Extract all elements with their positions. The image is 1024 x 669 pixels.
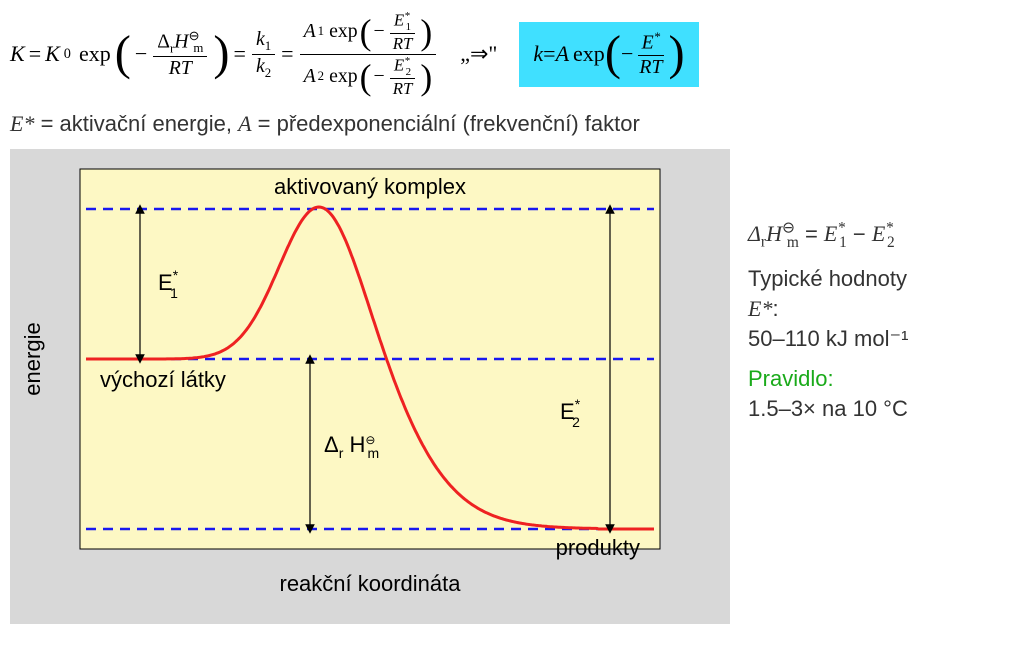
RT: RT	[165, 57, 196, 80]
def-A: A	[238, 111, 251, 136]
lower-row: aktivovaný komplex výchozí látky produkty E…	[10, 149, 1014, 624]
definition-line: E* = aktivační energie, A = předexponenc…	[10, 111, 1014, 137]
A2sub: 2	[318, 69, 324, 84]
s-eq: =	[799, 221, 824, 246]
equation-row: K = K0 exp ( − ΔrH⊖m RT ) = k1 k2 = A1 e…	[10, 10, 1014, 99]
typical-Estar: E*:	[748, 296, 1014, 322]
lparen-1: (	[115, 35, 131, 74]
s-min: −	[847, 221, 872, 246]
exp-d: exp	[329, 65, 358, 88]
RTd: RT	[389, 79, 417, 99]
lp-h: (	[605, 35, 621, 74]
frac-dH-RT: ΔrH⊖m RT	[153, 29, 207, 81]
rp-n: )	[420, 18, 432, 47]
A-var: A	[556, 41, 569, 67]
var-K0: K	[45, 41, 60, 67]
exp-1: exp	[79, 41, 111, 67]
lp-d: (	[360, 63, 372, 92]
svg-text:Δr H⊖m: Δr H⊖m	[324, 432, 379, 461]
k1sub: 1	[265, 39, 271, 53]
s-m: m	[787, 234, 799, 251]
k-var: k	[533, 41, 543, 67]
arrhenius-box: k = A exp ( − E* RT )	[519, 22, 698, 87]
svg-text:produkty: produkty	[556, 535, 640, 560]
sE2: E	[872, 221, 885, 246]
RTn: RT	[389, 34, 417, 54]
A1sub: 1	[318, 24, 324, 39]
min-d: −	[374, 65, 385, 88]
energy-diagram: aktivovaný komplexvýchozí látkyproduktyE…	[10, 149, 730, 624]
s-delta: Δ	[748, 221, 761, 246]
delta: Δ	[157, 30, 170, 52]
rp-d: )	[420, 63, 432, 92]
arrow-quote: „⇒"	[460, 41, 497, 67]
lp-n: (	[360, 18, 372, 47]
equals-3: =	[281, 41, 293, 67]
def-t1: = aktivační energie,	[34, 111, 238, 136]
typ-colon: :	[772, 296, 778, 321]
frac-A1A2: A1 exp ( − E*1 RT ) A2 exp ( − E*2 RT	[300, 10, 437, 99]
rp-h: )	[668, 35, 684, 74]
frac-ERT: E* RT	[635, 30, 666, 79]
eq-h: =	[543, 41, 555, 67]
k1: k	[256, 28, 265, 50]
Eh: E	[642, 32, 654, 54]
k2sub: 2	[265, 66, 271, 80]
svg-text:energie: energie	[20, 322, 45, 395]
s-H: H	[766, 221, 782, 246]
diagram-svg: aktivovaný komplexvýchozí látkyproduktyE…	[10, 149, 730, 619]
Ehsup: *	[654, 30, 660, 44]
svg-text:aktivovaný komplex: aktivovaný komplex	[274, 174, 466, 199]
side-text: ΔrH⊖m = E*1 − E*2 Typické hodnoty E*: 50…	[748, 149, 1014, 436]
A1: A	[304, 20, 316, 43]
E2n: E	[394, 56, 404, 75]
equals-2: =	[234, 41, 246, 67]
def-t2: = předexponenciální (frekvenční) faktor	[252, 111, 640, 136]
E1nsub: 1	[406, 21, 411, 33]
sE1: E	[824, 221, 837, 246]
exp-h: exp	[573, 41, 605, 67]
sE1b: 1	[839, 234, 847, 251]
E1n: E	[394, 11, 404, 30]
equals-1: =	[29, 41, 41, 67]
rule-label: Pravidlo:	[748, 366, 1014, 392]
typical-range: 50–110 kJ mol⁻¹	[748, 326, 1014, 352]
rule-value: 1.5–3× na 10 °C	[748, 396, 1014, 422]
E2nsub: 2	[406, 66, 411, 78]
k2: k	[256, 55, 265, 77]
sE2b: 2	[887, 234, 895, 251]
def-Estar: E*	[10, 111, 34, 136]
typ-E: E*	[748, 296, 772, 321]
min-n: −	[374, 20, 385, 43]
frac-E1RT: E*1 RT	[389, 10, 417, 54]
H: H	[174, 30, 188, 52]
var-K: K	[10, 41, 25, 67]
svg-text:výchozí látky: výchozí látky	[100, 367, 226, 392]
svg-text:reakční koordináta: reakční koordináta	[280, 571, 462, 596]
minus-1: −	[135, 41, 147, 67]
typical-label: Typické hodnoty	[748, 266, 1014, 292]
rparen-1: )	[213, 35, 229, 74]
frac-k1k2: k1 k2	[252, 28, 275, 81]
exp-n: exp	[329, 20, 358, 43]
side-eq: ΔrH⊖m = E*1 − E*2	[748, 219, 1014, 252]
RTh: RT	[635, 56, 666, 79]
min-h: −	[621, 41, 633, 67]
K0-sub: 0	[64, 46, 71, 63]
main-equation: K = K0 exp ( − ΔrH⊖m RT ) = k1 k2 = A1 e…	[10, 10, 438, 99]
A2: A	[304, 65, 316, 88]
m-sub: m	[193, 41, 203, 55]
frac-E2RT: E*2 RT	[389, 55, 417, 99]
